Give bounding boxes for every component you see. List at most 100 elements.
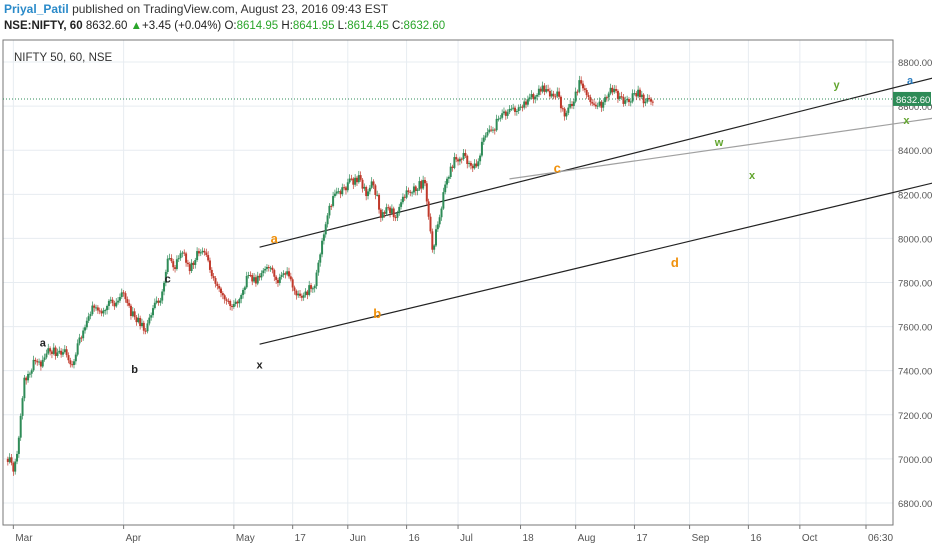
candle-body — [273, 270, 276, 277]
candle-body — [214, 278, 217, 284]
candle-body — [302, 295, 305, 298]
candle-body — [14, 461, 17, 472]
candle-body — [240, 294, 243, 300]
time-tick-label: Apr — [126, 533, 142, 544]
candle-body — [183, 252, 186, 254]
candle-body — [328, 205, 331, 216]
candle-body — [436, 224, 439, 230]
candle-body — [104, 310, 107, 312]
candle-body — [348, 178, 351, 183]
candle-body — [591, 102, 594, 104]
candle-body — [221, 293, 224, 296]
candle-body — [552, 93, 555, 97]
candle-body — [446, 178, 449, 185]
candle-body — [423, 179, 426, 184]
candle-body — [287, 271, 290, 277]
candle-body — [337, 191, 340, 193]
candle-body — [462, 152, 465, 160]
price-tick-label: 8200.00 — [898, 190, 932, 201]
candle-body — [517, 107, 520, 112]
candle-body — [185, 253, 188, 263]
candle-body — [620, 96, 623, 98]
candle-body — [554, 96, 557, 98]
candle-body — [495, 118, 498, 131]
price-tick-label: 8000.00 — [898, 234, 932, 245]
candle-body — [497, 118, 500, 120]
candle-body — [576, 91, 579, 93]
candle-body — [179, 253, 182, 259]
candle-body — [341, 187, 344, 195]
candle-body — [346, 182, 349, 191]
candle-body — [163, 282, 166, 292]
candle-body — [322, 234, 325, 241]
time-tick-label: Aug — [578, 533, 596, 544]
candle-body — [488, 129, 491, 133]
candle-body — [245, 275, 248, 288]
change-value: +3.45 (+0.04%) — [141, 20, 222, 32]
candle-body — [232, 304, 235, 307]
wave-label: b — [131, 364, 138, 376]
candle-body — [468, 162, 471, 164]
candle-body — [547, 89, 550, 91]
candle-body — [539, 88, 542, 92]
candle-body — [109, 299, 112, 301]
candle-body — [339, 191, 342, 195]
candle-body — [613, 88, 616, 93]
candle-body — [637, 89, 640, 97]
candle-body — [490, 129, 493, 131]
candle-body — [650, 99, 652, 102]
candle-body — [106, 305, 109, 311]
candle-body — [583, 88, 586, 90]
candle-body — [480, 141, 483, 156]
candle-body — [523, 101, 526, 108]
candle-body — [324, 224, 327, 235]
candle-body — [203, 250, 206, 253]
candle-body — [609, 87, 612, 94]
candle-body — [194, 259, 197, 265]
candle-body — [558, 91, 561, 97]
candle-body — [166, 258, 169, 272]
candle-body — [589, 96, 592, 103]
candle-body — [514, 107, 517, 112]
candle-body — [477, 161, 480, 167]
candle-body — [482, 137, 485, 142]
candle-body — [205, 252, 208, 256]
candle-body — [100, 311, 103, 314]
candle-body — [425, 183, 428, 202]
wave-label: a — [907, 75, 914, 87]
up-arrow-icon: ▲ — [130, 20, 142, 32]
candle-body — [85, 320, 88, 328]
candle-body — [420, 181, 423, 189]
wave-label: x — [749, 170, 756, 182]
candle-body — [291, 279, 294, 288]
candle-body — [299, 293, 302, 296]
candle-body — [493, 129, 496, 131]
candle-body — [17, 437, 20, 454]
candle-body — [317, 262, 320, 273]
candle-body — [593, 103, 596, 105]
candle-body — [550, 93, 553, 97]
candle-body — [227, 300, 230, 302]
candle-body — [326, 215, 329, 225]
candle-body — [210, 269, 213, 277]
candle-body — [638, 89, 641, 98]
candle-body — [466, 155, 469, 164]
candle-body — [569, 104, 572, 108]
candle-body — [570, 104, 573, 106]
candle-body — [170, 258, 173, 262]
author-link[interactable]: Priyal_Patil — [4, 2, 69, 16]
candle-body — [175, 259, 178, 269]
candle-body — [190, 262, 193, 272]
time-axis[interactable]: Mar Apr May 17 Jun 16 Jul 18 Aug 17 Sep 16 Oct 06:30 — [12, 525, 893, 544]
candle-body — [297, 293, 300, 296]
wave-label: b — [373, 306, 381, 321]
candle-body — [258, 275, 261, 278]
candle-body — [98, 310, 101, 312]
candle-body — [56, 352, 59, 357]
candle-body — [442, 192, 445, 209]
candle-body — [313, 286, 316, 289]
candle-body — [38, 361, 41, 363]
wave-label: c — [554, 160, 561, 175]
price-axis[interactable]: 6800.00 7000.00 7200.00 7400.00 7600.00 7800.… — [893, 58, 932, 510]
